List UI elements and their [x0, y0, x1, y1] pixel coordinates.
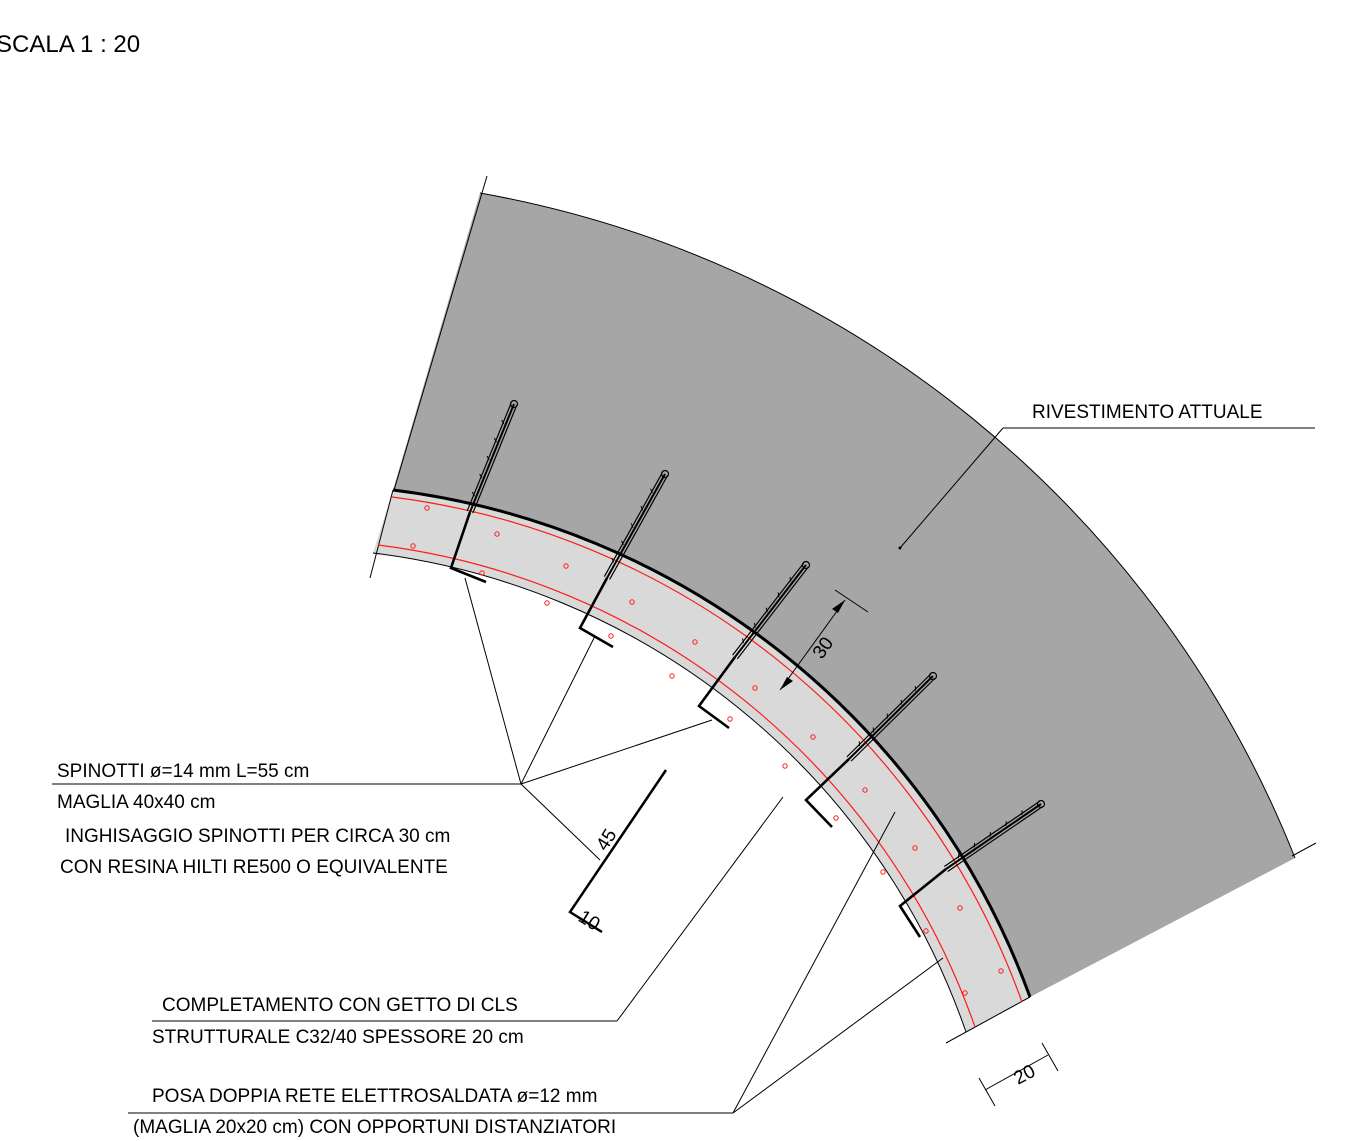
dimension-20-label: 20: [1010, 1061, 1039, 1089]
leader-spinotti: [52, 577, 713, 861]
anchor: [697, 560, 811, 730]
label-spinotti-1: SPINOTTI ø=14 mm L=55 cm: [57, 761, 309, 782]
mesh-bar: [923, 928, 929, 934]
outer-mesh: [391, 496, 1023, 1003]
mesh-bar: [752, 685, 758, 691]
mesh-bar: [410, 543, 416, 549]
mesh-bar: [782, 763, 788, 769]
mesh-bar: [629, 599, 635, 605]
label-completamento-1: COMPLETAMENTO CON GETTO DI CLS: [162, 995, 518, 1016]
mesh-bar: [479, 570, 485, 576]
anchor: [449, 399, 519, 584]
label-spinotti-2: MAGLIA 40x40 cm: [57, 792, 215, 813]
mesh-bar: [810, 734, 816, 740]
label-rivestimento: RIVESTIMENTO ATTUALE: [1032, 402, 1263, 423]
mesh-bar: [424, 505, 430, 511]
leader-completamento: [152, 796, 784, 1022]
mesh-bar: [880, 869, 886, 875]
mesh-bar: [727, 716, 733, 722]
scale-title: SCALA 1 : 20: [0, 31, 140, 58]
mesh-bar: [563, 563, 569, 569]
mesh-bar: [544, 600, 550, 606]
interface-line: [392, 488, 1032, 998]
label-completamento-2: STRUTTURALE C32/40 SPESSORE 20 cm: [152, 1027, 524, 1048]
new-layer-inner-arc: [372, 552, 967, 1033]
mesh-bar: [669, 673, 675, 679]
mesh-bar: [833, 815, 839, 821]
label-rete-2: (MAGLIA 20x20 cm) CON OPPORTUNI DISTANZI…: [133, 1117, 616, 1138]
lining-cut-right: [1291, 842, 1317, 857]
mesh-bars: [410, 505, 1004, 996]
lining-cut-left: [391, 175, 488, 498]
mesh-bar: [998, 968, 1004, 974]
bar-shape-detail: 45 10: [568, 769, 668, 935]
mesh-bar: [862, 787, 868, 793]
label-rete-1: POSA DOPPIA RETE ELETTROSALDATA ø=12 mm: [152, 1086, 597, 1107]
lining-outer-arc: [479, 192, 1296, 859]
leader-rete: [128, 811, 944, 1114]
anchors: [449, 399, 1046, 938]
mesh-bar: [962, 990, 968, 996]
dimension-20: 20: [978, 1042, 1059, 1107]
mesh-bar: [912, 845, 918, 851]
mesh-bar: [692, 639, 698, 645]
mesh-bar: [957, 905, 963, 911]
label-inghisaggio-2: CON RESINA HILTI RE500 O EQUIVALENTE: [60, 857, 448, 878]
new-layer-cut-right: [945, 996, 1031, 1044]
existing-lining: [393, 193, 1295, 997]
mesh-bar: [608, 633, 614, 639]
bar-length-label: 45: [592, 826, 621, 855]
inner-mesh: [377, 544, 976, 1028]
label-inghisaggio-1: INGHISAGGIO SPINOTTI PER CIRCA 30 cm: [65, 826, 450, 847]
anchor: [804, 671, 938, 828]
new-layer-cut-left: [369, 489, 394, 579]
anchor: [578, 469, 670, 649]
leader-rivestimento: [898, 427, 1315, 550]
anchor: [898, 799, 1046, 938]
mesh-bar: [494, 531, 500, 537]
